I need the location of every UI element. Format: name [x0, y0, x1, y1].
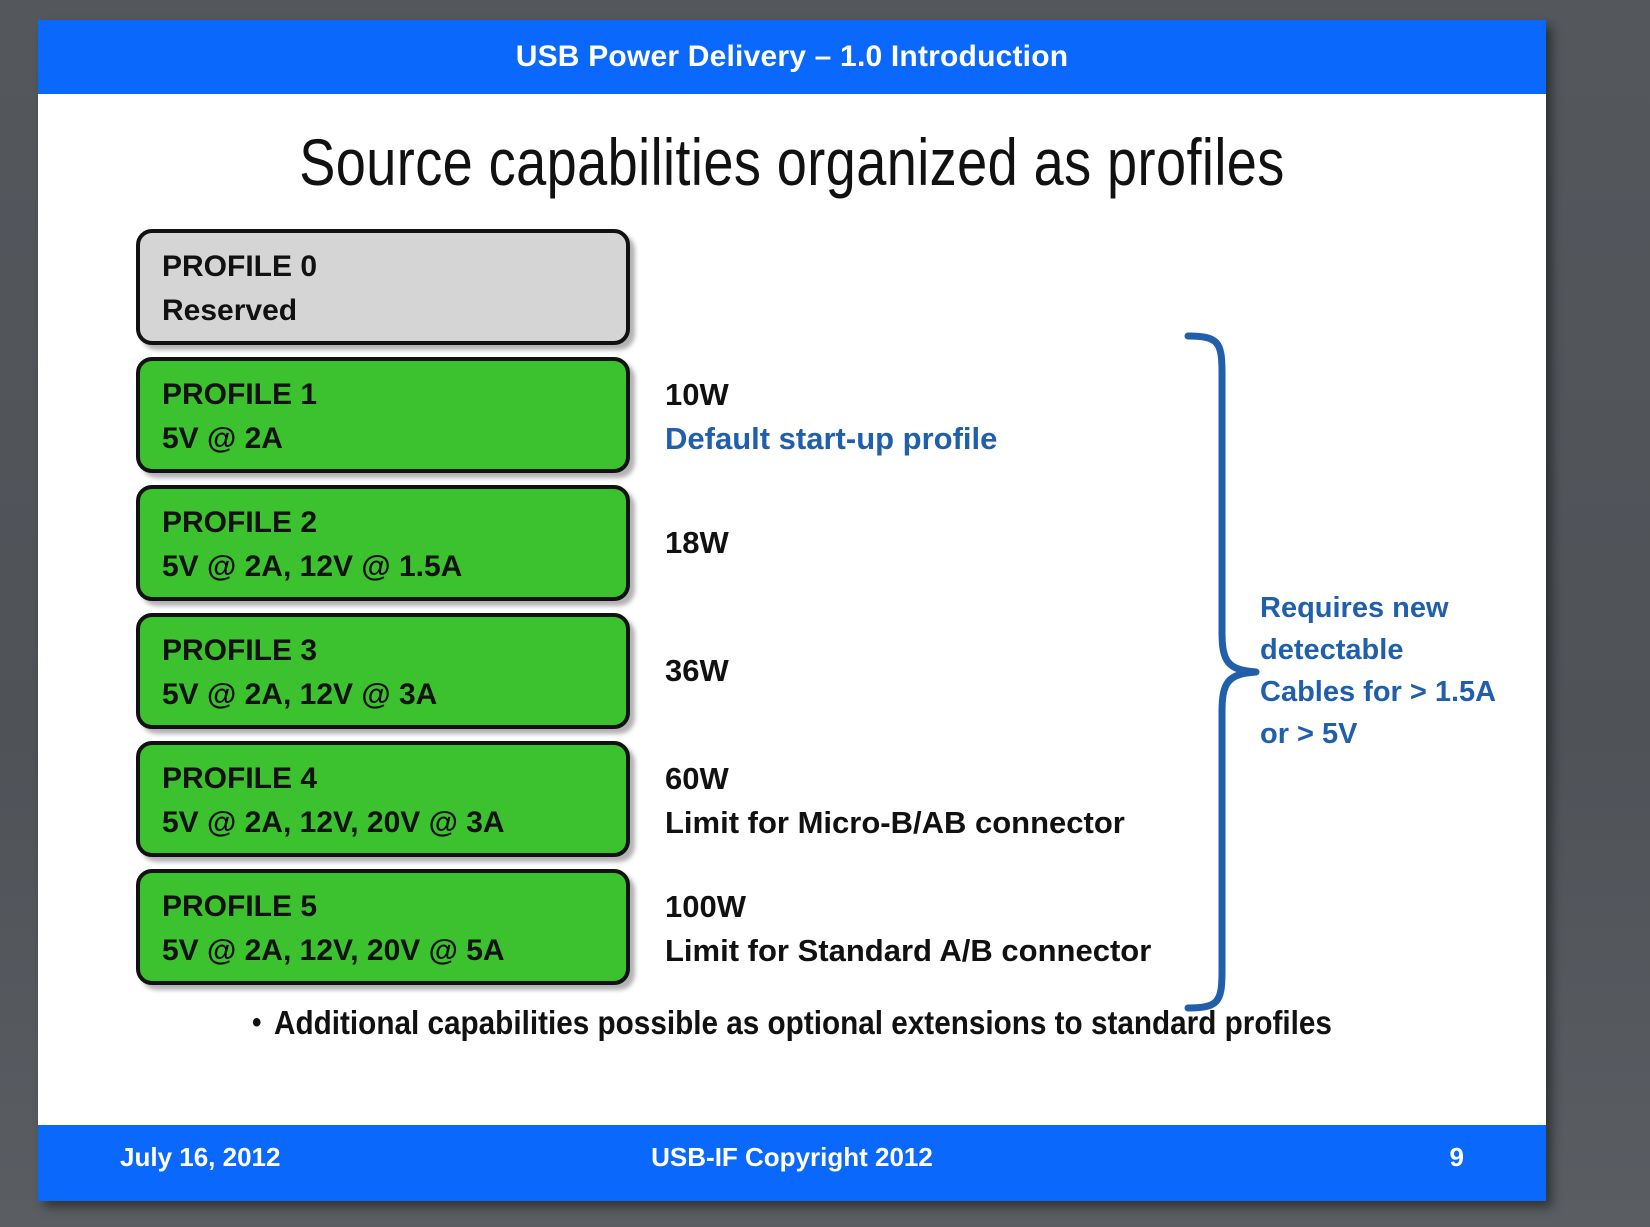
footer-page-number: 9: [1449, 1142, 1464, 1172]
annotation-group: Requires new detectable Cables for > 1.5…: [1178, 332, 1546, 1012]
profile-spec: 5V @ 2A, 12V, 20V @ 5A: [162, 933, 505, 967]
profile-spec: 5V @ 2A, 12V @ 1.5A: [162, 549, 463, 583]
profile-box-1[interactable]: PROFILE 1 5V @ 2A: [136, 357, 630, 473]
profile-name: PROFILE 5: [162, 890, 318, 923]
profile-power: 18W: [665, 525, 729, 560]
annotation-line-1: Requires new: [1260, 592, 1449, 624]
profile-box-3[interactable]: PROFILE 3 5V @ 2A, 12V @ 3A: [136, 613, 630, 729]
profile-row: PROFILE 1 5V @ 2A 10W Default start-up p…: [136, 357, 1496, 477]
bullet-dot-icon: •: [252, 1006, 262, 1039]
profile-name: PROFILE 3: [162, 634, 318, 667]
profile-desc-1: 10W Default start-up profile: [665, 357, 1365, 461]
profile-box-0[interactable]: PROFILE 0 Reserved: [136, 229, 630, 345]
profile-spec: Reserved: [162, 293, 298, 327]
profile-desc-0: [665, 229, 1365, 245]
slide-body: Source capabilities organized as profile…: [38, 94, 1546, 1072]
profile-power: 10W: [665, 377, 729, 412]
profile-box-4[interactable]: PROFILE 4 5V @ 2A, 12V, 20V @ 3A: [136, 741, 630, 857]
presentation-slide: USB Power Delivery – 1.0 Introduction So…: [38, 20, 1546, 1201]
profile-row: PROFILE 4 5V @ 2A, 12V, 20V @ 3A 60W Lim…: [136, 741, 1496, 861]
footer-copyright: USB-IF Copyright 2012: [651, 1142, 933, 1172]
profile-name: PROFILE 4: [162, 762, 318, 795]
profile-note: Limit for Micro-B/AB connector: [665, 805, 1125, 841]
curly-brace-icon: [1184, 332, 1260, 1012]
bullet-row: • Additional capabilities possible as opt…: [38, 1004, 1546, 1042]
profile-row: PROFILE 3 5V @ 2A, 12V @ 3A 36W: [136, 613, 1496, 733]
profile-name: PROFILE 0: [162, 250, 318, 283]
profile-note: Limit for Standard A/B connector: [665, 933, 1152, 969]
profile-name: PROFILE 2: [162, 506, 318, 539]
profile-name: PROFILE 1: [162, 378, 318, 411]
profile-list: PROFILE 0 Reserved PROFILE 1 5V @ 2A: [136, 229, 1496, 997]
profile-power: 60W: [665, 761, 729, 796]
profile-spec: 5V @ 2A: [162, 421, 283, 455]
profile-box-5[interactable]: PROFILE 5 5V @ 2A, 12V, 20V @ 5A: [136, 869, 630, 985]
profile-desc-5: 100W Limit for Standard A/B connector: [665, 869, 1365, 973]
profile-spec: 5V @ 2A, 12V, 20V @ 3A: [162, 805, 505, 839]
annotation-line-4: or > 5V: [1260, 718, 1358, 751]
profile-row: PROFILE 5 5V @ 2A, 12V, 20V @ 5A 100W Li…: [136, 869, 1496, 989]
profile-desc-2: 18W: [665, 485, 1365, 565]
annotation-line-2: detectable: [1260, 634, 1404, 667]
slide-header-bar: USB Power Delivery – 1.0 Introduction: [38, 20, 1546, 94]
profile-box-2[interactable]: PROFILE 2 5V @ 2A, 12V @ 1.5A: [136, 485, 630, 601]
profile-spec: 5V @ 2A, 12V @ 3A: [162, 677, 438, 711]
footer-date: July 16, 2012: [120, 1142, 281, 1172]
profile-power: 100W: [665, 889, 746, 924]
profile-note: Default start-up profile: [665, 421, 998, 457]
profile-desc-3: 36W: [665, 613, 1365, 693]
profile-desc-4: 60W Limit for Micro-B/AB connector: [665, 741, 1365, 845]
slide-header-title: USB Power Delivery – 1.0 Introduction: [515, 40, 1069, 73]
slide-title: Source capabilities organized as profile…: [299, 125, 1285, 199]
annotation-line-3: Cables for > 1.5A: [1260, 676, 1497, 709]
bullet-text-wrap: • Additional capabilities possible as opt…: [252, 1004, 1332, 1042]
profile-power: 36W: [665, 653, 729, 688]
profile-row: PROFILE 0 Reserved: [136, 229, 1496, 349]
bullet-text: Additional capabilities possible as opti…: [274, 1004, 1332, 1041]
profile-row: PROFILE 2 5V @ 2A, 12V @ 1.5A 18W: [136, 485, 1496, 605]
annotation-text: Requires new detectable Cables for > 1.5…: [1260, 587, 1545, 755]
slide-footer-bar: July 16, 2012 USB-IF Copyright 2012 9: [38, 1125, 1546, 1201]
